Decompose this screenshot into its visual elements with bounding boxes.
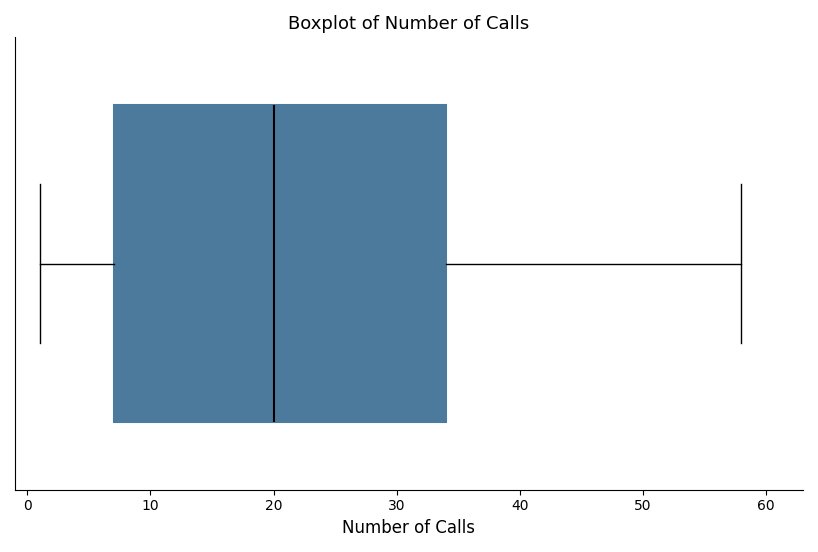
- Title: Boxplot of Number of Calls: Boxplot of Number of Calls: [289, 15, 529, 33]
- X-axis label: Number of Calls: Number of Calls: [343, 519, 475, 537]
- PathPatch shape: [114, 105, 446, 422]
